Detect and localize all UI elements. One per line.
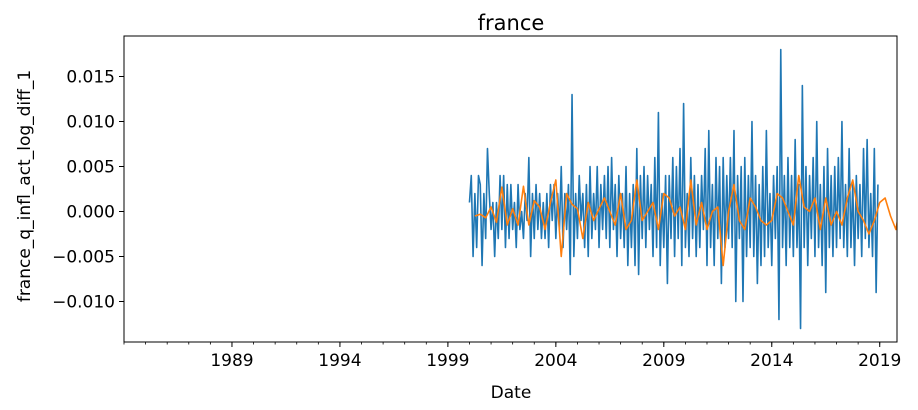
chart-title: france bbox=[478, 11, 545, 35]
series-line-quarterly bbox=[474, 174, 897, 267]
x-tick-label: 1989 bbox=[210, 351, 253, 371]
series-line-monthly bbox=[468, 48, 879, 330]
x-tick-label: 1994 bbox=[318, 351, 361, 371]
x-axis-label: Date bbox=[491, 383, 532, 403]
y-axis-label: france_q_infl_act_log_diff_1 bbox=[15, 70, 35, 302]
plot-frame bbox=[123, 35, 898, 343]
y-tick-label: −0.010 bbox=[52, 293, 115, 313]
plot-area bbox=[468, 48, 897, 330]
x-tick-label: 2019 bbox=[858, 351, 901, 371]
y-tick-label: −0.005 bbox=[52, 248, 115, 268]
y-tick-label: 0.010 bbox=[66, 113, 115, 133]
x-tick-label: 2014 bbox=[750, 351, 793, 371]
y-tick-label: 0.005 bbox=[66, 158, 115, 178]
x-tick-label: 2004 bbox=[534, 351, 577, 371]
x-tick-label: 2009 bbox=[642, 351, 685, 371]
x-tick-label: 1999 bbox=[426, 351, 469, 371]
y-tick-label: 0.015 bbox=[66, 68, 115, 88]
y-tick-label: 0.000 bbox=[66, 203, 115, 223]
